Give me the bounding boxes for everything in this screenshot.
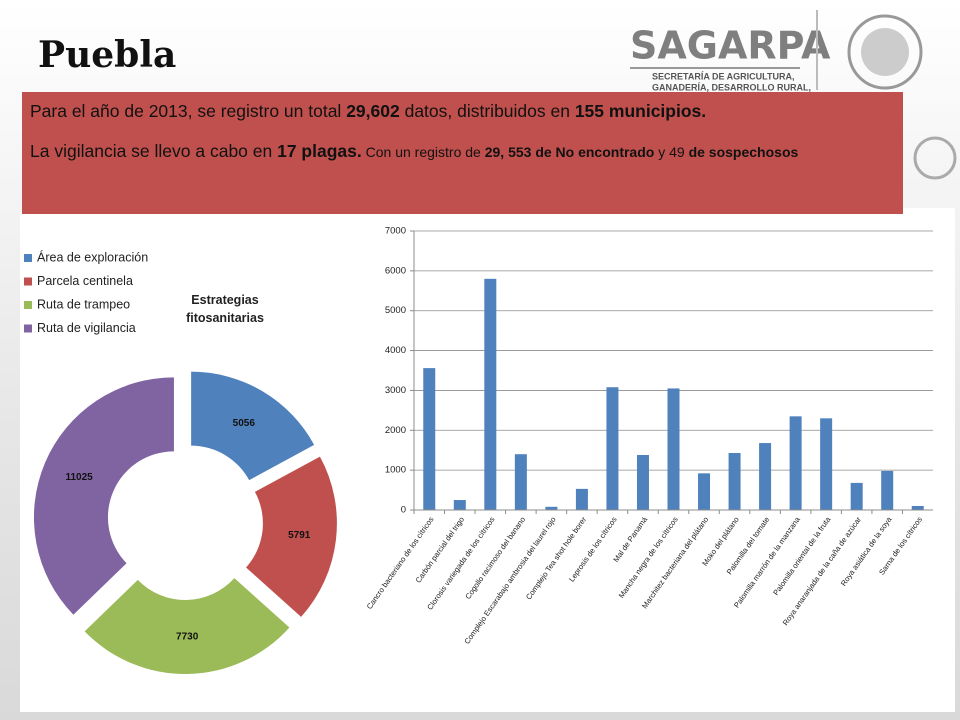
y-tick-label: 6000 [385, 265, 406, 276]
legend-swatch [24, 301, 32, 309]
legend-label: Ruta de trampeo [37, 297, 130, 311]
y-tick-label: 7000 [385, 226, 406, 237]
legend-label: Ruta de vigilancia [37, 321, 136, 335]
seal-center [861, 28, 909, 76]
info-paragraph: Para el año de 2013, se registro un tota… [30, 100, 895, 122]
info-box: Para el año de 2013, se registro un tota… [22, 92, 903, 214]
bar [636, 454, 649, 510]
info-text: y 49 [654, 144, 689, 160]
bar [453, 500, 466, 510]
info-text: 29,602 [346, 101, 400, 121]
y-tick-label: 2000 [385, 425, 406, 436]
donut-segment [84, 578, 290, 674]
legend-swatch [24, 277, 32, 286]
legend-swatch [24, 324, 32, 333]
bar [881, 470, 894, 510]
info-text: 17 plagas. [277, 141, 362, 161]
bar [850, 482, 863, 510]
info-text: 29, 553 de No encontrado [484, 144, 655, 160]
logo-line: SECRETARÍA DE AGRICULTURA, [652, 71, 795, 81]
bar [698, 473, 711, 510]
info-text: Para el año de 2013, se registro un tota… [30, 101, 347, 121]
info-text: La vigilancia se llevo a cabo en [30, 141, 278, 161]
data-label: 7730 [176, 632, 199, 643]
y-tick-label: 5000 [385, 305, 406, 316]
bar [759, 443, 772, 510]
y-tick-label: 0 [401, 505, 406, 516]
donut-segment [191, 371, 315, 481]
y-tick-label: 1000 [385, 465, 406, 476]
bar [484, 278, 497, 510]
info-text: Con un registro de [361, 144, 485, 160]
bar [606, 387, 619, 510]
bar [514, 454, 527, 510]
logo-line: GANADERÍA, DESARROLLO RURAL, [652, 82, 811, 92]
bar [575, 488, 588, 510]
y-tick-label: 4000 [385, 345, 406, 356]
data-label: 5056 [233, 418, 256, 429]
bar [728, 453, 741, 510]
legend-swatch [24, 254, 32, 262]
info-text: datos, distribuidos en [399, 101, 575, 121]
donut-title: Estrategias fitosanitarias [186, 293, 264, 325]
bar [545, 506, 558, 510]
bar [423, 368, 436, 510]
legend-label: Parcela centinela [37, 274, 133, 288]
data-label: 11025 [65, 472, 93, 483]
logo-name: SAGARPA [630, 24, 831, 68]
bar [820, 418, 833, 510]
bar [667, 388, 680, 510]
info-paragraph: La vigilancia se llevo a cabo en 17 plag… [30, 140, 895, 163]
y-tick-label: 3000 [385, 385, 406, 396]
info-text: de sospechosos [688, 144, 799, 160]
bar [911, 506, 924, 510]
info-text: 155 municipios. [574, 101, 707, 121]
donut-segment [33, 377, 174, 615]
seal-small [913, 136, 957, 180]
seal [847, 14, 923, 90]
bar [789, 416, 802, 510]
donut-segment [246, 456, 337, 617]
legend-label: Área de exploración [37, 249, 148, 264]
slide-title: Puebla [38, 34, 177, 76]
data-label: 5791 [288, 530, 311, 541]
